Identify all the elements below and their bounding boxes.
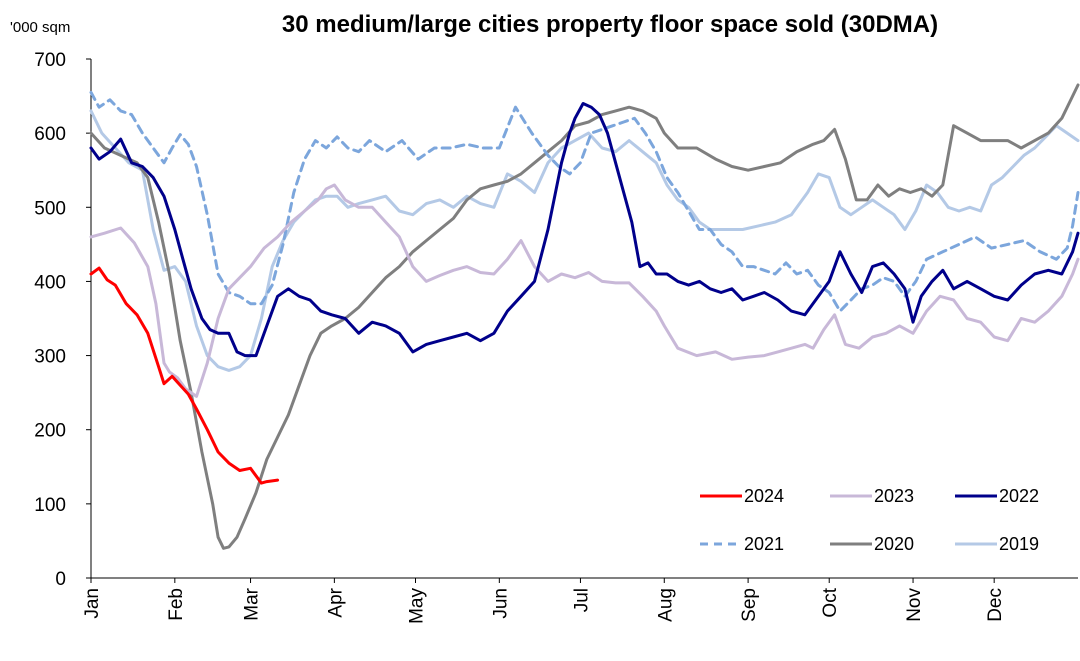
legend-label-2021: 2021	[744, 534, 784, 554]
series-line-2019	[89, 109, 1080, 372]
x-tick-label: Apr	[325, 587, 346, 617]
chart-title: 30 medium/large cities property floor sp…	[282, 11, 938, 38]
x-tick-label: Jul	[571, 588, 592, 612]
x-tick-label: Jan	[82, 588, 103, 619]
x-tick-label: Oct	[820, 587, 841, 617]
legend: 2024 2023 2022 2021 2020 2019	[700, 486, 1039, 554]
x-tick-label: Sep	[739, 588, 760, 622]
x-tick-label: Jun	[490, 588, 511, 619]
axes: 0 100 200 300 400 500 600 700 Jan Feb Mar Apr May Jun…	[34, 50, 1078, 624]
y-axis-unit-label: '000 sqm	[10, 19, 70, 36]
y-tick-label: 200	[34, 421, 66, 442]
y-tick-label: 400	[34, 272, 66, 293]
legend-label-2020: 2020	[874, 534, 914, 554]
y-tick-label: 0	[55, 569, 66, 590]
legend-label-2022: 2022	[999, 486, 1039, 506]
legend-label-2019: 2019	[999, 534, 1039, 554]
series-lines	[89, 83, 1080, 550]
x-tick-label: Nov	[904, 588, 925, 622]
y-tick-label: 300	[34, 347, 66, 368]
x-tick-label: Dec	[985, 588, 1006, 622]
series-line-2020	[89, 83, 1080, 550]
legend-label-2024: 2024	[744, 486, 784, 506]
x-tick-label: Aug	[655, 588, 676, 622]
y-tick-label: 700	[34, 50, 66, 71]
x-tick-label: Feb	[166, 588, 187, 621]
series-line-2023	[89, 183, 1080, 398]
y-tick-label: 100	[34, 495, 66, 516]
x-tick-label: Mar	[242, 587, 263, 620]
y-tick-label: 600	[34, 124, 66, 145]
series-line-2024	[89, 266, 280, 485]
y-tick-label: 500	[34, 198, 66, 219]
series-line-2022	[89, 102, 1080, 358]
legend-label-2023: 2023	[874, 486, 914, 506]
x-tick-label: May	[406, 588, 427, 624]
